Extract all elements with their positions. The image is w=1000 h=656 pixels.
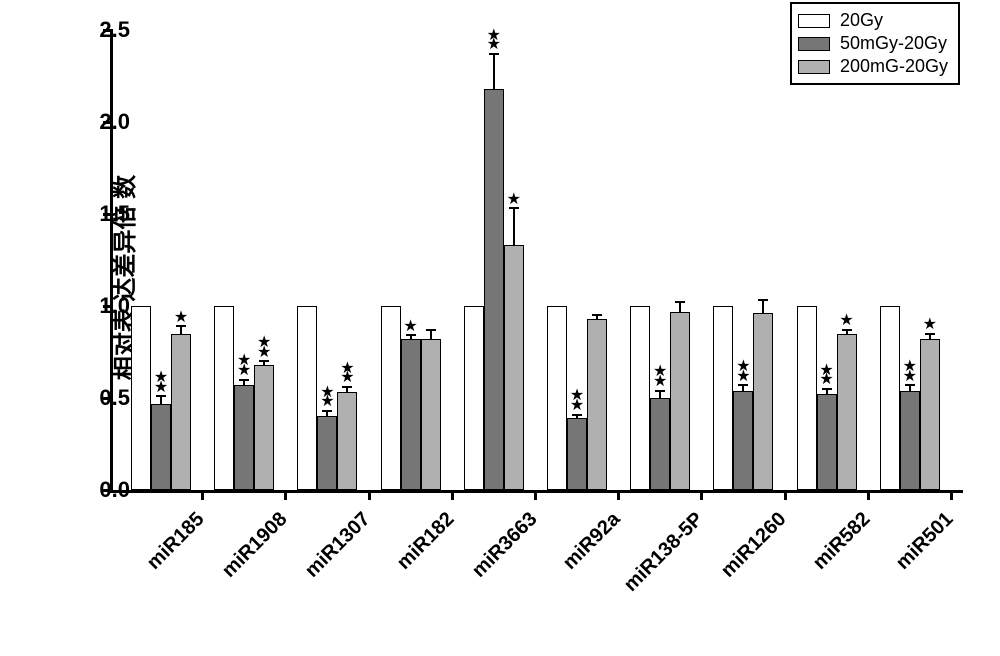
chart-container: 相对表 达差异倍 数 ★★★★★★★★★★★★★★★★★★★★★★★★★★★ 2… [0, 0, 1000, 656]
bar-20Gy [547, 306, 567, 490]
significance-marker: ★★ [257, 338, 271, 357]
legend-label: 50mGy-20Gy [840, 33, 947, 54]
error-bar [160, 396, 162, 403]
legend-swatch [798, 14, 830, 28]
bar-200mG-20Gy [837, 334, 857, 490]
x-tick [867, 490, 870, 500]
x-tick [284, 490, 287, 500]
significance-marker: ★ [174, 313, 188, 323]
significance-marker: ★★ [320, 388, 334, 407]
bar-200mG-20Gy [171, 334, 191, 490]
bar-50mGy-20Gy [817, 394, 837, 490]
significance-marker: ★★ [237, 356, 251, 375]
error-bar [493, 54, 495, 89]
x-tick [451, 490, 454, 500]
significance-marker: ★★ [570, 391, 584, 410]
bar-50mGy-20Gy [567, 418, 587, 490]
legend-swatch [798, 60, 830, 74]
significance-marker: ★★ [653, 367, 667, 386]
bar-20Gy [214, 306, 234, 490]
y-tick-label: 1.0 [99, 293, 130, 319]
bar-50mGy-20Gy [484, 89, 504, 490]
error-bar [762, 301, 764, 314]
error-cap [426, 329, 436, 331]
bar-200mG-20Gy [920, 339, 940, 490]
bar-200mG-20Gy [421, 339, 441, 490]
error-cap [592, 314, 602, 316]
bar-50mGy-20Gy [900, 391, 920, 490]
x-tick [950, 490, 953, 500]
bar-20Gy [880, 306, 900, 490]
bar-20Gy [297, 306, 317, 490]
significance-marker: ★ [403, 322, 417, 332]
legend-row: 200mG-20Gy [798, 56, 948, 77]
significance-marker: ★★ [340, 364, 354, 383]
bar-200mG-20Gy [753, 313, 773, 490]
error-cap [675, 301, 685, 303]
bar-50mGy-20Gy [650, 398, 670, 490]
x-tick [201, 490, 204, 500]
x-tick [617, 490, 620, 500]
bar-200mG-20Gy [587, 319, 607, 490]
bar-50mGy-20Gy [234, 385, 254, 490]
y-tick-label: 0.5 [99, 385, 130, 411]
significance-marker: ★★ [487, 31, 501, 50]
y-tick-label: 0.0 [99, 477, 130, 503]
significance-marker: ★★ [819, 366, 833, 385]
x-tick [368, 490, 371, 500]
bar-200mG-20Gy [504, 245, 524, 490]
legend-label: 20Gy [840, 10, 883, 31]
x-tick [784, 490, 787, 500]
legend-row: 20Gy [798, 10, 948, 31]
error-bar [180, 326, 182, 333]
error-cap [758, 299, 768, 301]
legend-row: 50mGy-20Gy [798, 33, 948, 54]
bar-200mG-20Gy [254, 365, 274, 490]
x-tick [534, 490, 537, 500]
bar-200mG-20Gy [670, 312, 690, 490]
significance-marker: ★ [923, 320, 937, 330]
error-bar [513, 208, 515, 245]
x-tick [700, 490, 703, 500]
bar-20Gy [713, 306, 733, 490]
significance-marker: ★★ [154, 373, 168, 392]
legend: 20Gy50mGy-20Gy200mG-20Gy [790, 2, 960, 85]
bar-50mGy-20Gy [401, 339, 421, 490]
y-tick-label: 2.0 [99, 109, 130, 135]
bar-200mG-20Gy [337, 392, 357, 490]
legend-swatch [798, 37, 830, 51]
y-tick-label: 1.5 [99, 201, 130, 227]
significance-marker: ★ [507, 195, 521, 205]
error-bar [679, 302, 681, 311]
plot-area: ★★★★★★★★★★★★★★★★★★★★★★★★★★★ [110, 30, 963, 493]
bar-20Gy [630, 306, 650, 490]
legend-label: 200mG-20Gy [840, 56, 948, 77]
significance-marker: ★★ [903, 362, 917, 381]
bar-20Gy [131, 306, 151, 490]
bar-20Gy [797, 306, 817, 490]
bar-50mGy-20Gy [733, 391, 753, 490]
y-tick-label: 2.5 [99, 17, 130, 43]
error-bar [659, 391, 661, 398]
significance-marker: ★ [839, 316, 853, 326]
significance-marker: ★★ [736, 362, 750, 381]
error-bar [430, 330, 432, 339]
bar-50mGy-20Gy [317, 416, 337, 490]
bar-20Gy [381, 306, 401, 490]
bar-20Gy [464, 306, 484, 490]
bar-50mGy-20Gy [151, 404, 171, 490]
